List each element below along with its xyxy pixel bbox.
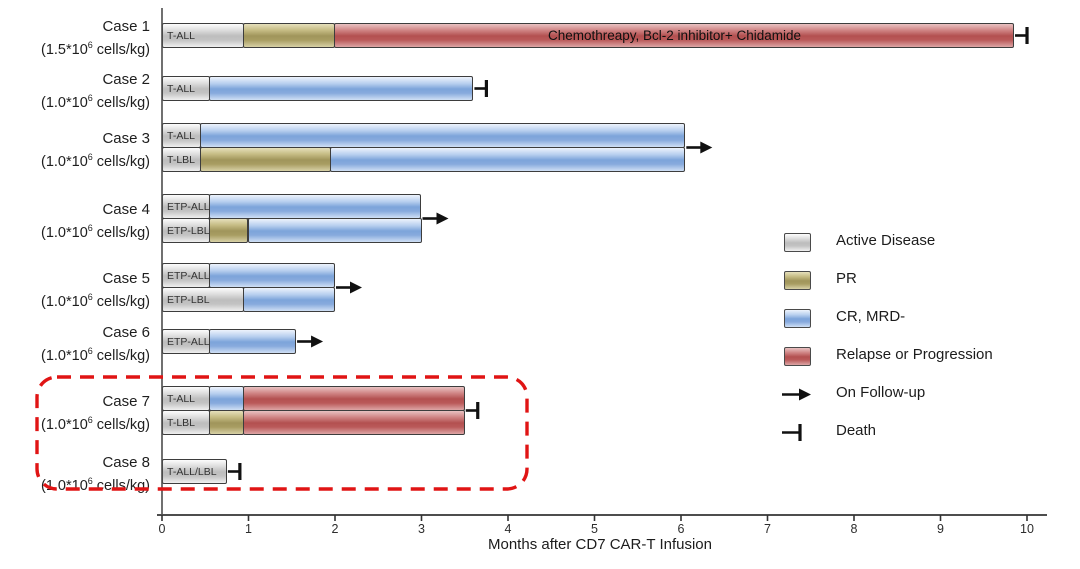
case-dose: (1.0*106 cells/kg) [41, 151, 150, 170]
bar-segment-relapse [334, 23, 1015, 48]
bar-segment-active [162, 459, 227, 484]
legend-swatch-active [784, 233, 811, 252]
legend-swatch-cr [784, 309, 811, 328]
x-tick-label: 10 [1020, 522, 1034, 536]
x-tick-label: 5 [591, 522, 598, 536]
legend-label: PR [836, 270, 857, 287]
bar-segment-active [162, 123, 201, 148]
x-tick-label: 0 [158, 522, 166, 536]
bar-segment-active [162, 218, 210, 243]
bar-segment-pr [243, 23, 335, 48]
bar-segment-cr [199, 123, 686, 148]
x-tick-label: 6 [677, 522, 685, 536]
case-label-7: Case 7 (1.0*106 cells/kg) [0, 392, 150, 435]
case-label-2: Case 2 (1.0*106 cells/kg) [0, 70, 150, 113]
case-name: Case 2 [102, 70, 150, 88]
case-name: Case 8 [102, 453, 150, 471]
bar-segment-cr [243, 287, 335, 312]
x-tick-label: 7 [764, 522, 771, 536]
case-dose: (1.0*106 cells/kg) [41, 92, 150, 111]
x-tick-label: 3 [418, 522, 425, 536]
x-tick-label: 2 [331, 522, 339, 536]
follow-up-arrow-head [311, 335, 324, 348]
bar-segment-cr [208, 386, 245, 411]
case-name: Case 5 [102, 269, 150, 287]
x-tick-label: 4 [504, 522, 512, 536]
case-label-8: Case 8 (1.0*106 cells/kg) [0, 453, 150, 496]
follow-up-arrow-head [700, 141, 713, 154]
bar-segment-active [162, 329, 210, 354]
case-name: Case 6 [102, 323, 150, 341]
case-name: Case 3 [102, 129, 150, 147]
case-label-6: Case 6 (1.0*106 cells/kg) [0, 323, 150, 366]
legend-swatch-pr [784, 271, 811, 290]
bar-segment-active [162, 287, 245, 312]
bar-segment-pr [208, 410, 245, 435]
case-dose: (1.0*106 cells/kg) [41, 222, 150, 241]
case-label-1: Case 1 (1.5*106 cells/kg) [0, 17, 150, 60]
x-tick-label: 8 [850, 522, 858, 536]
case-name: Case 7 [102, 392, 150, 410]
case-label-3: Case 3 (1.0*106 cells/kg) [0, 129, 150, 172]
bar-segment-cr [208, 263, 335, 288]
follow-up-arrow-head [436, 212, 449, 225]
bar-segment-active [162, 23, 245, 48]
legend-label: CR, MRD- [836, 308, 906, 325]
case-name: Case 1 [102, 17, 150, 35]
legend-swatch-relapse [784, 347, 811, 366]
bar-segment-cr [247, 218, 422, 243]
bar-segment-active [162, 76, 210, 101]
bar-segment-cr [208, 76, 474, 101]
bar-segment-active [162, 147, 201, 172]
case-dose: (1.0*106 cells/kg) [41, 475, 150, 494]
bar-segment-cr [329, 147, 686, 172]
bar-segment-active [162, 386, 210, 411]
legend-label: Relapse or Progression [836, 346, 993, 363]
case-dose: (1.5*106 cells/kg) [41, 39, 150, 58]
bar-segment-pr [208, 218, 249, 243]
follow-up-arrow-head [350, 281, 362, 294]
bar-segment-relapse [243, 386, 465, 411]
case-dose: (1.0*106 cells/kg) [41, 291, 150, 310]
bar-segment-relapse [243, 410, 465, 435]
bar-segment-cr [208, 329, 297, 354]
case-name: Case 4 [102, 200, 150, 218]
x-axis-label: Months after CD7 CAR-T Infusion [488, 536, 712, 553]
legend-label: Active Disease [836, 232, 936, 249]
case-dose: (1.0*106 cells/kg) [41, 345, 150, 364]
bar-segment-cr [208, 194, 422, 219]
bar-segment-active [162, 410, 210, 435]
case-dose: (1.0*106 cells/kg) [41, 414, 150, 433]
legend-label: On Follow-up [836, 384, 926, 401]
bar-segment-active [162, 263, 210, 288]
legend-arrow-icon [799, 388, 811, 401]
case-label-4: Case 4 (1.0*106 cells/kg) [0, 200, 150, 243]
x-tick-label: 9 [937, 522, 944, 536]
bar-segment-pr [199, 147, 331, 172]
case-label-5: Case 5 (1.0*106 cells/kg) [0, 269, 150, 312]
bar-segment-active [162, 194, 210, 219]
legend-label: Death [836, 422, 877, 439]
x-tick-label: 1 [245, 522, 252, 536]
